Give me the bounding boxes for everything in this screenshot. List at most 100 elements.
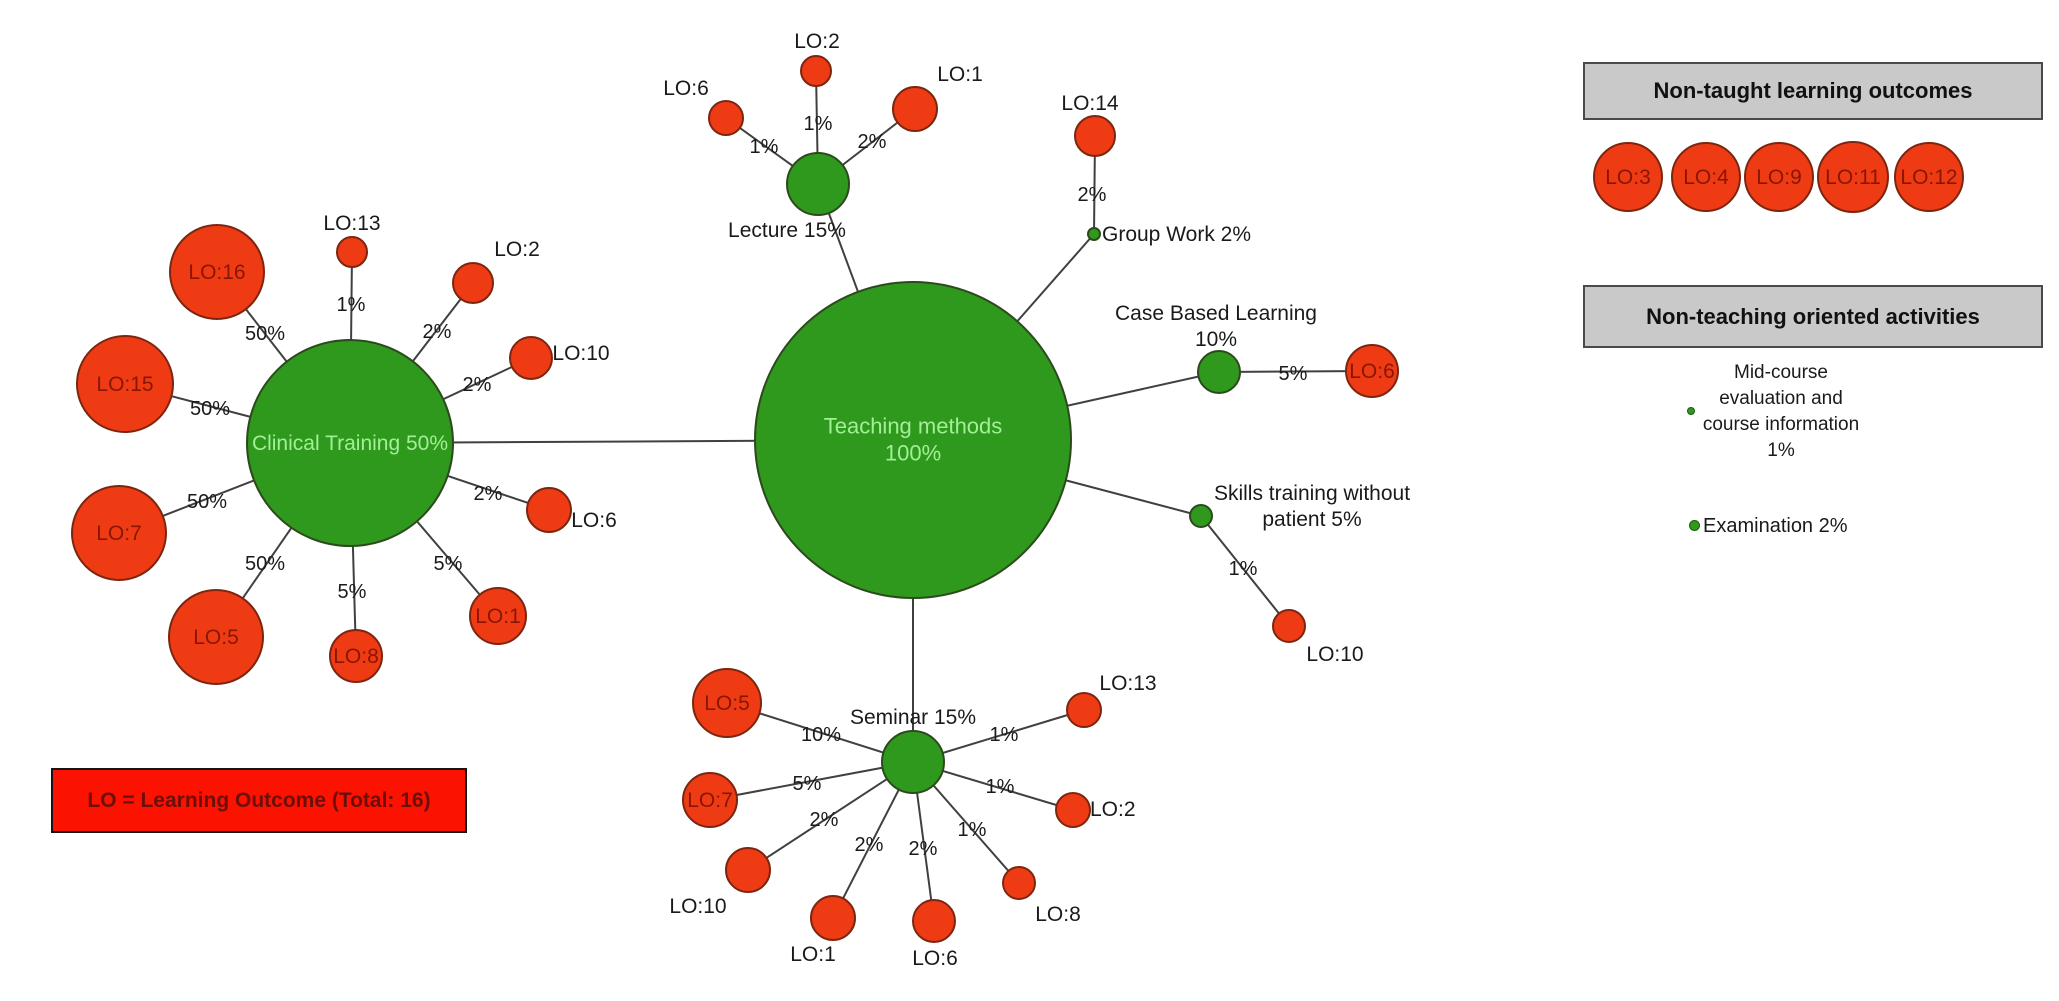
node-c2-label: LO:2 <box>494 238 540 261</box>
node-s10-label: LO:10 <box>1306 643 1363 666</box>
node-groupwork-label: Group Work 2% <box>1102 223 1251 246</box>
edge-label-clinical-c10: 2% <box>463 374 492 396</box>
node-se5-label: LO:5 <box>704 692 750 715</box>
node-teaching-circle <box>754 281 1072 599</box>
edge-label-seminar-se8: 1% <box>958 819 987 841</box>
node-cbl6-label: LO:6 <box>1349 360 1395 383</box>
node-c6-label: LO:6 <box>571 509 617 532</box>
node-s10-circle <box>1272 609 1306 643</box>
node-c15-circle <box>76 335 174 433</box>
node-c7-label: LO:7 <box>96 522 142 545</box>
node-c10-label: LO:10 <box>552 342 609 365</box>
edge-label-groupwork-g14: 2% <box>1078 184 1107 206</box>
edge-label-clinical-c16: 50% <box>245 323 285 345</box>
edge-label-clinical-c1: 5% <box>434 553 463 575</box>
node-skills-circle <box>1189 504 1213 528</box>
node-c13-circle <box>336 236 368 268</box>
node-c16-label: LO:16 <box>188 261 245 284</box>
node-legend-lo3-circle <box>1593 142 1663 212</box>
edge-label-lecture-l6: 1% <box>750 136 779 158</box>
node-se1-label: LO:1 <box>790 943 836 966</box>
node-c7-circle <box>71 485 167 581</box>
edge-label-seminar-se1: 2% <box>855 834 884 856</box>
node-se10-circle <box>725 847 771 893</box>
edge-label-skills-s10: 1% <box>1229 558 1258 580</box>
mid-course-line: Mid-course <box>1734 362 1828 383</box>
edge-label-lecture-l2: 1% <box>804 113 833 135</box>
edge-label-clinical-c15: 50% <box>190 398 230 420</box>
node-lecture-circle <box>786 152 850 216</box>
node-se5-circle <box>692 668 762 738</box>
mid-course-line: evaluation and <box>1719 388 1843 409</box>
non-taught-outcomes-header: Non-taught learning outcomes <box>1583 62 2043 120</box>
node-l6-label: LO:6 <box>663 77 709 100</box>
node-groupwork-circle <box>1087 227 1101 241</box>
node-se1-circle <box>810 895 856 941</box>
node-l6-circle <box>708 100 744 136</box>
node-legend-lo11-label: LO:11 <box>1825 166 1881 189</box>
node-c10-circle <box>509 336 553 380</box>
node-g14-circle <box>1074 115 1116 157</box>
mid-course-dot <box>1687 407 1695 415</box>
non-taught-outcomes-title: Non-taught learning outcomes <box>1653 78 1973 103</box>
node-legend-lo4-label: LO:4 <box>1683 166 1729 189</box>
node-teaching-label: Teaching methods <box>824 414 1003 439</box>
node-g14-label: LO:14 <box>1061 92 1119 115</box>
node-clinical-label: Clinical Training 50% <box>252 432 448 455</box>
edge-label-seminar-se7: 5% <box>793 773 822 795</box>
non-teaching-activities-title: Non-teaching oriented activities <box>1646 303 1980 329</box>
node-se8-label: LO:8 <box>1035 903 1081 926</box>
edge-label-lecture-l1: 2% <box>858 131 887 153</box>
node-l1-circle <box>892 86 938 132</box>
node-c16-circle <box>169 224 265 320</box>
node-legend-lo9-circle <box>1744 142 1814 212</box>
node-clinical-circle <box>246 339 454 547</box>
mid-course-item: Mid-course evaluation and course informa… <box>1653 360 1909 464</box>
node-se13-label: LO:13 <box>1099 672 1156 695</box>
node-legend-lo12-label: LO:12 <box>1900 166 1957 189</box>
edge-label-cbl-cbl6: 5% <box>1279 363 1308 385</box>
node-se6-label: LO:6 <box>912 947 958 970</box>
node-c13-label: LO:13 <box>323 212 380 235</box>
node-legend-lo12-circle <box>1894 142 1964 212</box>
node-cbl-label: Case Based Learning <box>1115 302 1317 325</box>
node-c5-circle <box>168 589 264 685</box>
node-c15-label: LO:15 <box>96 373 153 396</box>
non-teaching-activities-header: Non-teaching oriented activities <box>1583 285 2043 348</box>
node-se8-circle <box>1002 866 1036 900</box>
node-c8-circle <box>329 629 383 683</box>
node-c6-circle <box>526 487 572 533</box>
edge-label-seminar-se6: 2% <box>909 838 938 860</box>
node-se13-circle <box>1066 692 1102 728</box>
node-skills-label: Skills training without <box>1214 482 1410 505</box>
node-skills-label: patient 5% <box>1262 508 1361 531</box>
edge-label-clinical-c2: 2% <box>423 321 452 343</box>
node-c1-circle <box>469 587 527 645</box>
node-l2-circle <box>800 55 832 87</box>
mid-course-line: 1% <box>1767 440 1795 461</box>
node-l1-label: LO:1 <box>937 63 983 86</box>
node-c1-label: LO:1 <box>475 605 521 628</box>
edge-label-seminar-se5: 10% <box>801 724 841 746</box>
node-cbl-circle <box>1197 350 1241 394</box>
examination-item: Examination 2% <box>1703 513 1848 539</box>
node-seminar-label: Seminar 15% <box>850 706 976 729</box>
node-se2-circle <box>1055 792 1091 828</box>
node-c2-circle <box>452 262 494 304</box>
node-c5-label: LO:5 <box>193 626 239 649</box>
node-lecture-label: Lecture 15% <box>728 219 846 242</box>
edge-label-clinical-c6: 2% <box>474 483 503 505</box>
edge-label-clinical-c7: 50% <box>187 491 227 513</box>
node-c8-label: LO:8 <box>333 645 379 668</box>
node-se2-label: LO:2 <box>1090 798 1136 821</box>
node-legend-lo4-circle <box>1671 142 1741 212</box>
node-se10-label: LO:10 <box>669 895 726 918</box>
examination-dot <box>1689 520 1700 531</box>
node-l2-label: LO:2 <box>794 30 840 53</box>
node-se7-label: LO:7 <box>687 789 733 812</box>
examination-label: Examination 2% <box>1703 515 1848 537</box>
node-se6-circle <box>912 899 956 943</box>
edge-label-clinical-c13: 1% <box>337 294 366 316</box>
lo-legend-note: LO = Learning Outcome (Total: 16) <box>51 768 467 833</box>
